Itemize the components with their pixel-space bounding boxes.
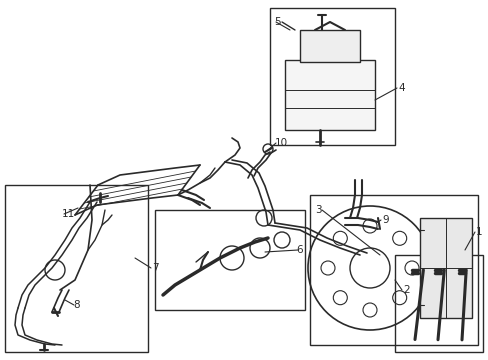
Text: 10: 10 [274,138,287,148]
Bar [155,210,305,310]
Bar [419,218,471,318]
Text: 8: 8 [73,300,80,310]
Text: 4: 4 [397,83,404,93]
Text: 7: 7 [152,263,158,273]
Text: 3: 3 [314,205,321,215]
Bar [394,255,482,352]
Text: 6: 6 [295,245,302,255]
Bar [309,195,477,345]
Bar [285,60,374,130]
Text: 2: 2 [402,285,409,295]
Text: 9: 9 [381,215,388,225]
Text: 5: 5 [273,17,280,27]
Text: 1: 1 [475,227,482,237]
Text: 11: 11 [62,209,75,219]
Bar [299,30,359,62]
Bar [269,8,394,145]
Bar [5,185,148,352]
